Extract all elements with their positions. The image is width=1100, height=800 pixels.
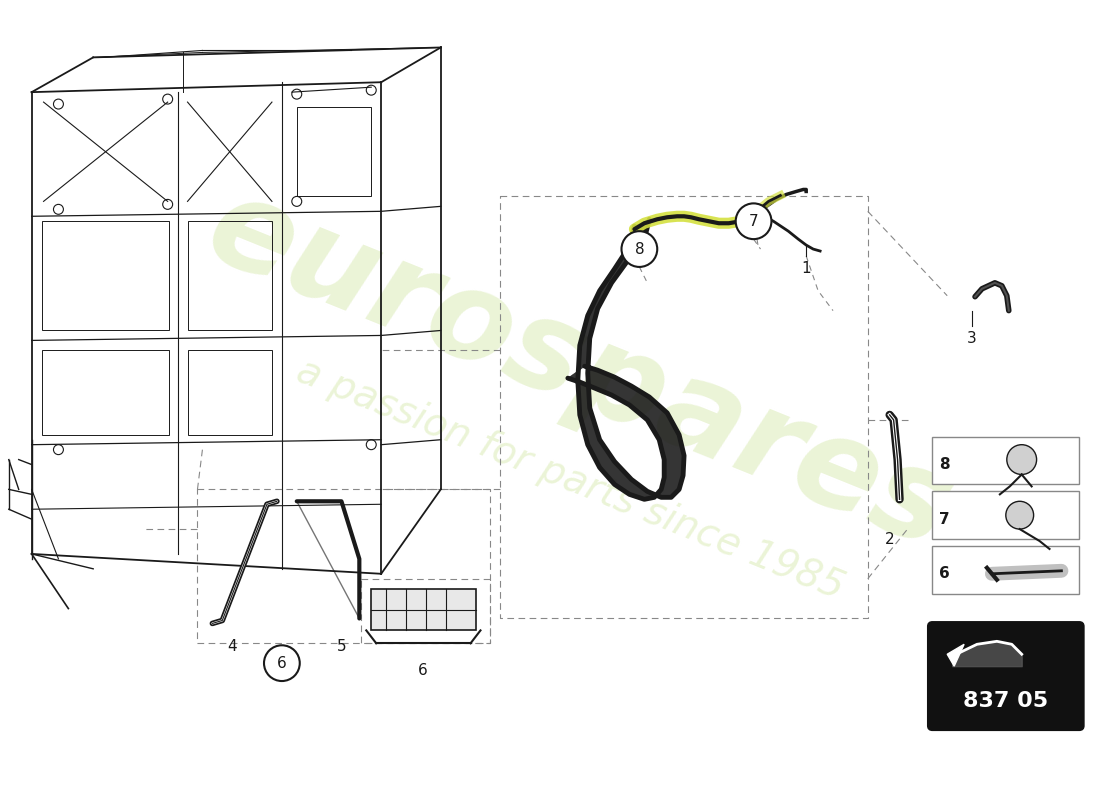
Bar	[187, 222, 272, 330]
FancyBboxPatch shape	[928, 622, 1084, 730]
Text: 7: 7	[939, 512, 949, 526]
Circle shape	[1005, 502, 1034, 529]
Bar	[42, 222, 168, 330]
FancyBboxPatch shape	[933, 546, 1079, 594]
Circle shape	[621, 231, 658, 267]
Text: 837 05: 837 05	[964, 691, 1048, 711]
Bar	[187, 350, 272, 434]
Text: 6: 6	[939, 566, 949, 582]
Circle shape	[736, 203, 771, 239]
Text: eurospares: eurospares	[190, 166, 969, 574]
Bar	[297, 107, 372, 197]
Polygon shape	[947, 644, 964, 666]
Text: 6: 6	[418, 662, 428, 678]
Circle shape	[1006, 445, 1036, 474]
Text: 6: 6	[277, 656, 287, 670]
Bar	[42, 350, 168, 434]
Text: 3: 3	[967, 331, 977, 346]
FancyBboxPatch shape	[933, 491, 1079, 539]
Polygon shape	[568, 219, 684, 499]
Text: 7: 7	[749, 214, 758, 229]
Text: 1: 1	[802, 262, 811, 277]
Text: 8: 8	[939, 457, 949, 472]
Text: 8: 8	[635, 242, 645, 257]
FancyBboxPatch shape	[933, 437, 1079, 485]
Text: 2: 2	[884, 531, 894, 546]
Text: 4: 4	[228, 638, 236, 654]
Text: a passion for parts since 1985: a passion for parts since 1985	[290, 352, 849, 607]
Circle shape	[264, 646, 299, 681]
FancyBboxPatch shape	[372, 589, 475, 630]
Text: 5: 5	[337, 638, 346, 654]
